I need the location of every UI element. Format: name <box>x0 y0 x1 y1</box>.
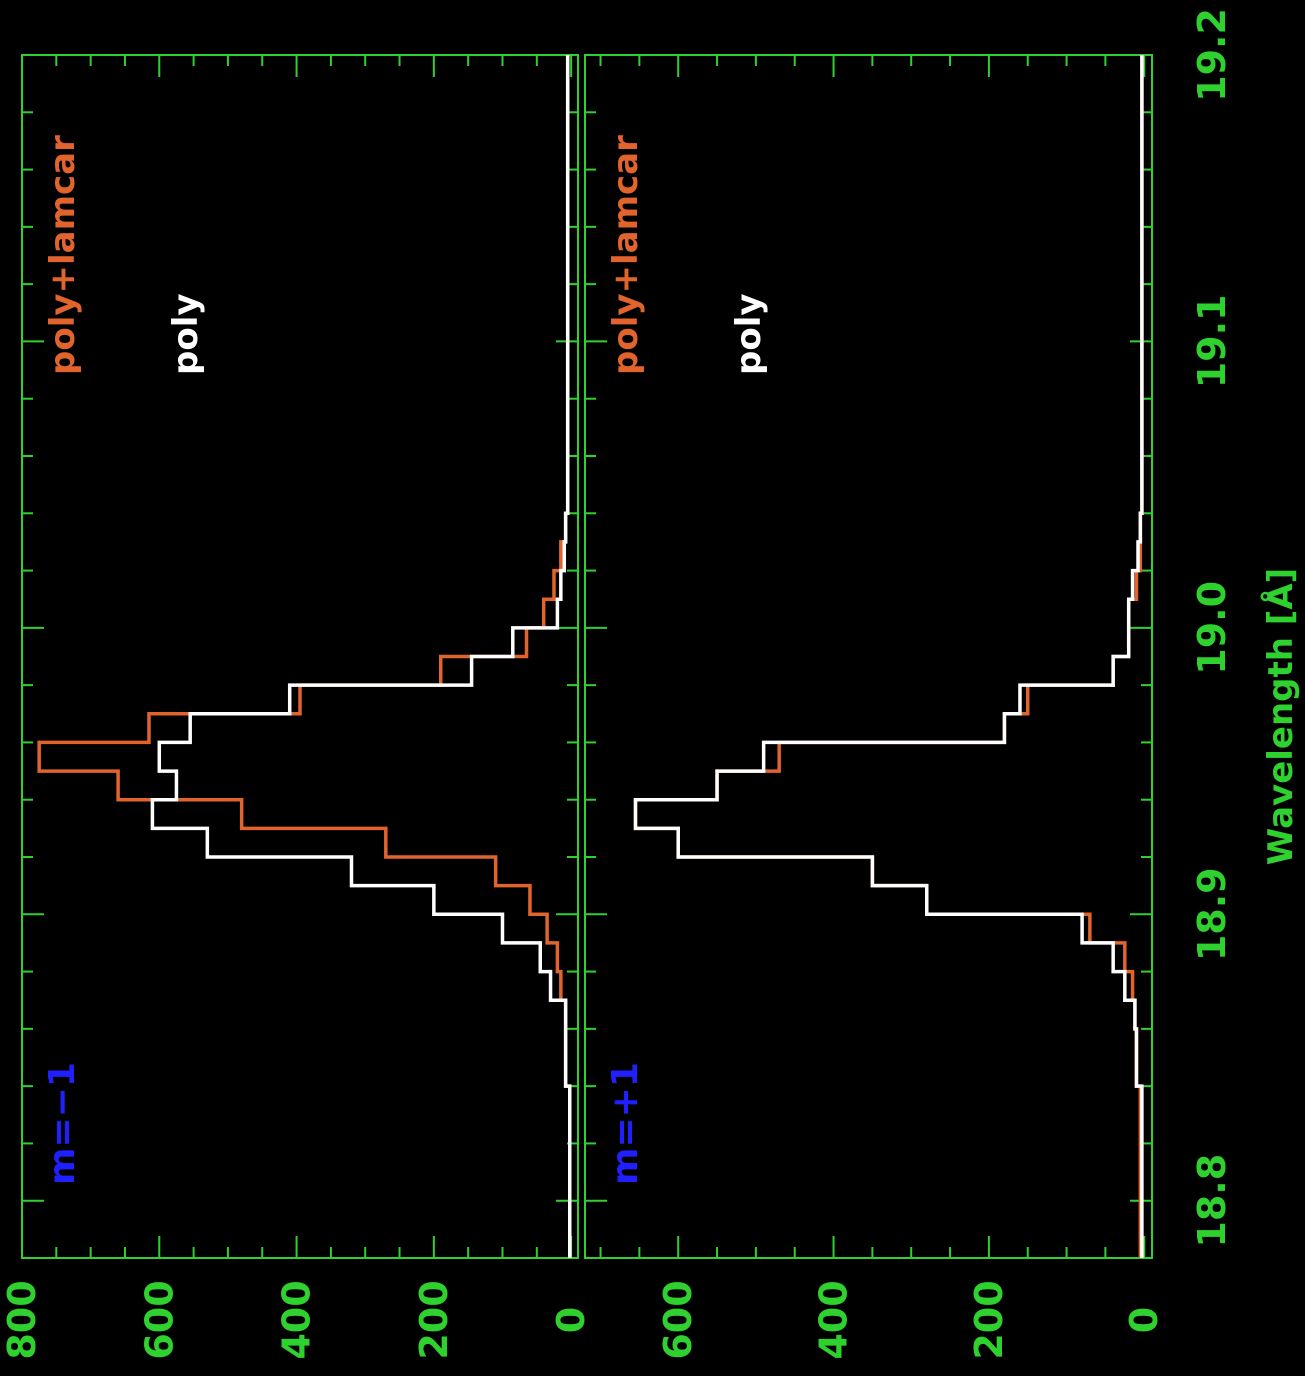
wavelength-tick-label: 18.9 <box>1190 867 1234 961</box>
count-tick-label: 0 <box>1122 1307 1166 1333</box>
series-line-poly <box>150 55 572 1258</box>
order-label: m=+1 <box>605 1062 646 1185</box>
count-tick-label: 800 <box>0 1280 44 1359</box>
count-tick-label: 200 <box>967 1280 1011 1359</box>
wavelength-tick-label: 19.1 <box>1190 295 1234 389</box>
panel-2: 0 200 400 600 poly+lamcar poly m=+1 <box>584 54 1166 1360</box>
legend-entry-poly-lamcar: poly+lamcar <box>606 135 646 375</box>
count-tick-label: 400 <box>812 1280 856 1359</box>
order-label: m=−1 <box>42 1062 83 1185</box>
panel-frame <box>584 54 1153 1259</box>
legend-entry-poly: poly <box>729 293 769 375</box>
legend-entry-poly-lamcar: poly+lamcar <box>43 135 83 375</box>
wavelength-tick-label: 18.8 <box>1190 1154 1234 1248</box>
panel-1: 0 200 400 600 800 poly+lamcar poly m=−1 <box>0 54 593 1360</box>
count-tick-label: 0 <box>549 1307 593 1333</box>
count-tick-label: 200 <box>412 1280 456 1359</box>
count-tick-label: 400 <box>275 1280 319 1359</box>
x-axis: 18.8 18.9 19.0 19.1 19.2 <box>1190 8 1234 1247</box>
wavelength-tick-label: 19.2 <box>1190 8 1234 102</box>
x-axis-title: Wavelength [Å] <box>1260 568 1301 865</box>
legend-entry-poly: poly <box>166 293 206 375</box>
count-tick-label: 600 <box>656 1280 700 1359</box>
wavelength-tick-label: 19.0 <box>1190 581 1234 675</box>
panels: 0 200 400 600 800 poly+lamcar poly m=−1 0 200 400 6… <box>0 54 1166 1360</box>
panel-frame <box>21 54 579 1259</box>
count-tick-label: 600 <box>137 1280 181 1359</box>
series-line-poly <box>633 55 1144 1258</box>
